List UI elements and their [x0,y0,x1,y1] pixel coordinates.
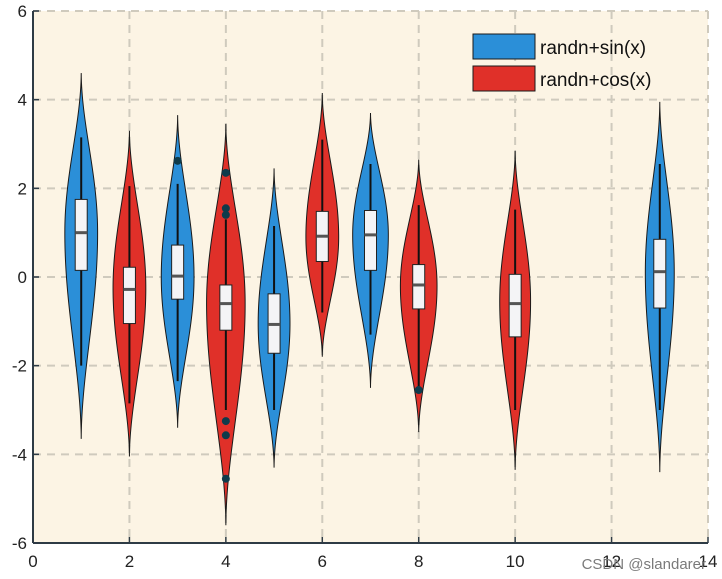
axes: 0 2 4 6 8 10 12 14 -6 -4 -2 0 2 4 6 [12,2,718,571]
violin-x7 [352,112,389,388]
violin-x10 [499,150,532,470]
x-tick-label: 0 [28,552,37,571]
iqr-box [74,198,88,271]
y-tick-label: -6 [12,534,27,553]
legend: randn+sin(x) randn+cos(x) [472,33,651,92]
violin-x8 [399,159,438,433]
x-tick-label: 12 [602,552,621,571]
outlier-point [221,210,230,219]
iqr-box [171,244,185,300]
violin-x1 [64,73,99,439]
x-tick-label: 8 [414,552,423,571]
x-tick-label: 2 [125,552,134,571]
y-tick-label: -4 [12,445,27,464]
x-tick-label: 10 [506,552,525,571]
y-tick-label: 6 [18,2,27,21]
outlier-point [221,204,230,213]
y-tick-label: -2 [12,357,27,376]
outlier-point [173,156,182,165]
outlier-point [221,417,230,426]
iqr-box [653,238,667,309]
x-tick-label: 6 [318,552,327,571]
outlier-point [221,168,230,177]
iqr-box [364,210,377,271]
legend-swatch [472,65,536,92]
iqr-box [219,284,233,331]
x-tick-label: 14 [699,552,718,571]
watermark: CSDN @slandarer [581,556,706,573]
iqr-box [412,264,426,310]
y-tick-label: 2 [18,179,27,198]
outlier-point [221,474,230,483]
y-tick-label: 4 [18,91,27,110]
outlier-point [221,431,230,440]
legend-label: randn+sin(x) [540,38,646,59]
y-tick-label: 0 [18,268,27,287]
legend-swatch [472,33,536,60]
violin-x5 [257,168,291,468]
legend-label: randn+cos(x) [540,70,651,91]
iqr-box [508,273,522,338]
violin-x2 [112,130,147,457]
violins [64,73,675,526]
violin-x3 [160,115,195,428]
outlier-point [414,386,423,395]
violin-x6 [305,93,340,357]
iqr-box [122,266,136,325]
x-tick-label: 4 [221,552,230,571]
violin-x13 [644,101,675,473]
violin-x4 [206,124,246,526]
